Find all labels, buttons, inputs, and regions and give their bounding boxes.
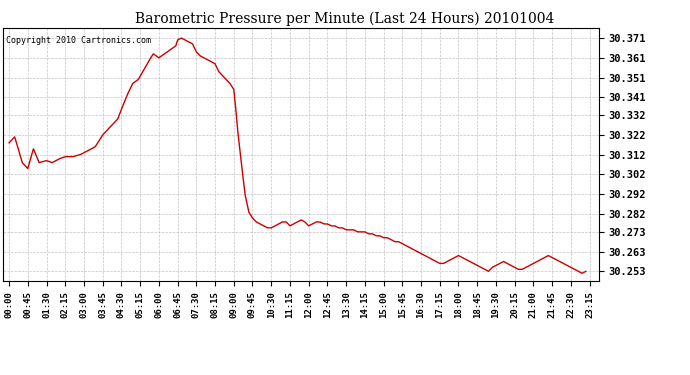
Text: Copyright 2010 Cartronics.com: Copyright 2010 Cartronics.com [6, 36, 151, 45]
Text: Barometric Pressure per Minute (Last 24 Hours) 20101004: Barometric Pressure per Minute (Last 24 … [135, 11, 555, 26]
